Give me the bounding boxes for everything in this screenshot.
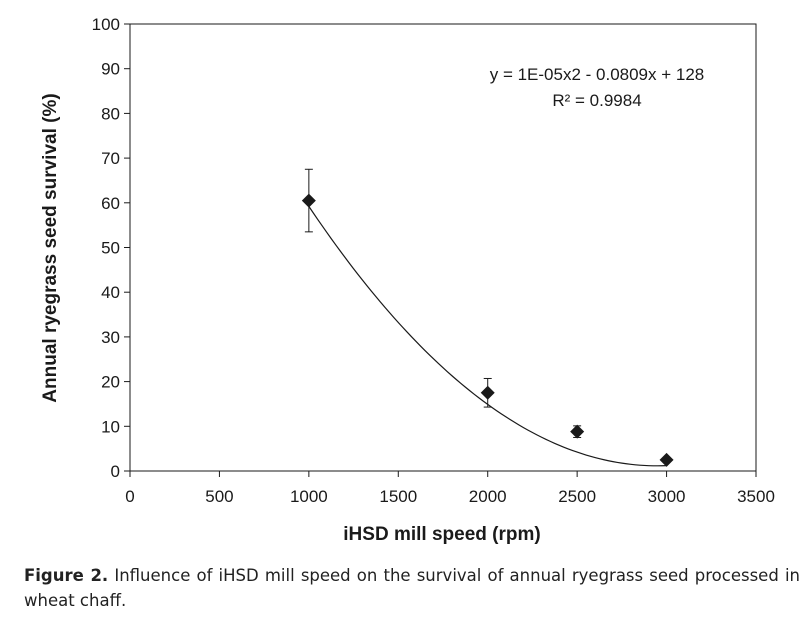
data-points <box>301 168 674 467</box>
figure-caption-text: Influence of iHSD mill speed on the surv… <box>24 566 800 610</box>
y-tick-label: 20 <box>101 373 120 392</box>
y-tick-label: 100 <box>92 15 120 34</box>
data-point <box>480 385 495 400</box>
x-tick-label: 1500 <box>379 487 417 506</box>
data-point <box>659 452 674 467</box>
y-axis-title: Annual ryegrass seed survival (%) <box>40 93 61 402</box>
plot-border <box>129 23 757 472</box>
y-tick-label: 30 <box>101 328 120 347</box>
y-tick-label: 50 <box>101 239 120 258</box>
chart: 0 10 20 30 40 50 60 70 80 90 100 0 500 1000 1500 2000 2… <box>40 15 775 545</box>
trendline-r2: R² = 0.9984 <box>552 91 641 110</box>
y-tick-label: 10 <box>101 417 120 436</box>
x-tick-label: 3000 <box>648 487 686 506</box>
x-tick-label: 0 <box>125 487 134 506</box>
y-tick-label: 0 <box>111 462 120 481</box>
x-tick-label: 500 <box>205 487 233 506</box>
x-axis-ticks: 0 500 1000 1500 2000 2500 3000 3500 <box>125 471 775 506</box>
figure-label: Figure 2. <box>24 566 109 585</box>
x-tick-label: 2000 <box>469 487 507 506</box>
data-point <box>570 424 585 439</box>
trendline-equation: y = 1E-05x2 - 0.0809x + 128 <box>490 65 705 84</box>
data-point <box>301 193 316 208</box>
trendline <box>308 206 667 467</box>
y-tick-label: 70 <box>101 149 120 168</box>
y-tick-label: 60 <box>101 194 120 213</box>
plot-area <box>129 23 757 472</box>
y-tick-label: 90 <box>101 60 120 79</box>
x-tick-label: 1000 <box>290 487 328 506</box>
x-tick-label: 2500 <box>558 487 596 506</box>
y-tick-label: 80 <box>101 104 120 123</box>
x-axis-title: iHSD mill speed (rpm) <box>343 524 540 545</box>
y-axis-ticks: 0 10 20 30 40 50 60 70 80 90 100 <box>92 15 130 481</box>
x-tick-label: 3500 <box>737 487 775 506</box>
y-tick-label: 40 <box>101 283 120 302</box>
figure-caption: Figure 2. Influence of iHSD mill speed o… <box>24 563 800 613</box>
